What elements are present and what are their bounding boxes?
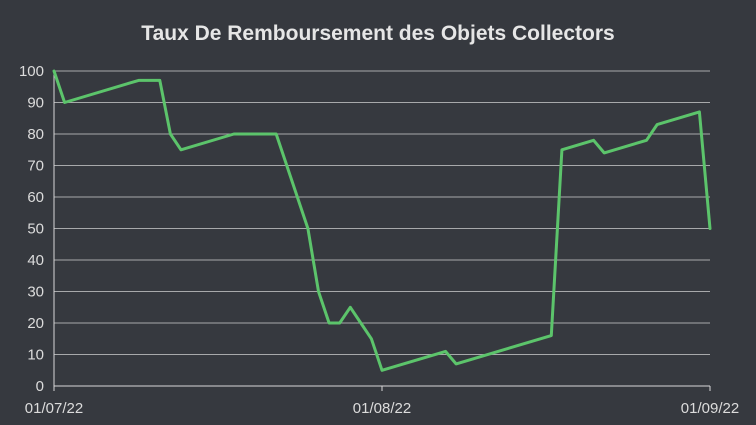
y-tick-label-90: 90 bbox=[27, 95, 44, 112]
y-tick-label-60: 60 bbox=[27, 189, 44, 206]
series-line-0 bbox=[52, 69, 712, 372]
y-tick-label-100: 100 bbox=[19, 63, 44, 80]
y-tick-label-20: 20 bbox=[27, 315, 44, 332]
y-tick-label-0: 0 bbox=[36, 378, 44, 395]
chart-title: Taux De Remboursement des Objets Collect… bbox=[141, 22, 614, 45]
x-tick-label-2: 01/09/22 bbox=[681, 400, 739, 417]
y-tick-label-80: 80 bbox=[27, 126, 44, 143]
y-tick-label-70: 70 bbox=[27, 158, 44, 175]
grid-lines bbox=[54, 70, 710, 387]
y-tick-label-10: 10 bbox=[27, 347, 44, 364]
x-axis-ticks: 01/07/22 01/08/22 01/09/22 bbox=[25, 386, 739, 417]
series-group bbox=[52, 69, 712, 372]
y-tick-label-30: 30 bbox=[27, 284, 44, 301]
x-tick-label-1: 01/08/22 bbox=[353, 400, 411, 417]
y-axis-ticks: 0 10 20 30 40 50 60 70 80 90 100 bbox=[19, 63, 44, 395]
y-tick-label-50: 50 bbox=[27, 221, 44, 238]
y-tick-label-40: 40 bbox=[27, 252, 44, 269]
x-tick-label-0: 01/07/22 bbox=[25, 400, 83, 417]
